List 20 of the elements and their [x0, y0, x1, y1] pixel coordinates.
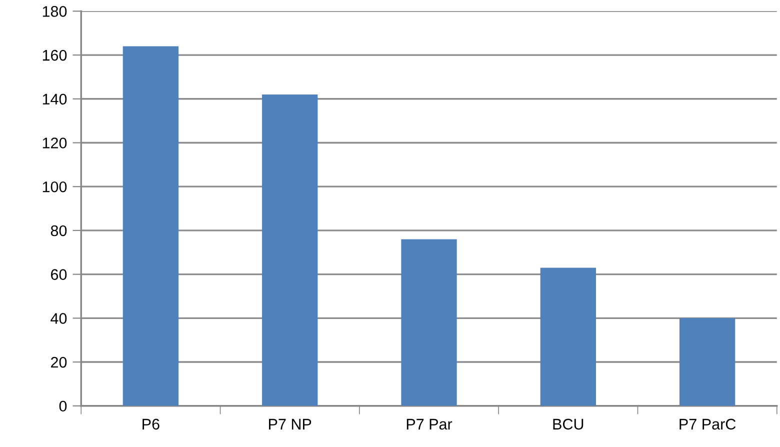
x-tick-label: P6 — [142, 418, 160, 430]
y-tick-label: 80 — [50, 225, 67, 236]
y-tick-label: 60 — [51, 269, 67, 280]
bar — [401, 239, 457, 406]
bar — [122, 46, 179, 406]
y-tick-label: 140 — [42, 94, 67, 105]
y-tick-label: 160 — [42, 50, 67, 61]
x-tick-label: BCU — [553, 418, 584, 430]
bar — [679, 318, 736, 406]
bar — [540, 268, 596, 406]
y-tick-label: 40 — [50, 313, 67, 324]
x-tick-label: P7 ParC — [680, 418, 736, 430]
y-tick-label: 20 — [51, 356, 67, 368]
bar — [262, 94, 318, 406]
y-tick-label: 0 — [59, 400, 67, 412]
y-tick-label: 100 — [42, 181, 67, 192]
x-tick-label: P7 Par — [406, 418, 452, 430]
x-tick-label: P7 NP — [269, 418, 312, 430]
y-tick-label: 180 — [42, 6, 67, 17]
y-tick-label: 120 — [42, 138, 67, 148]
